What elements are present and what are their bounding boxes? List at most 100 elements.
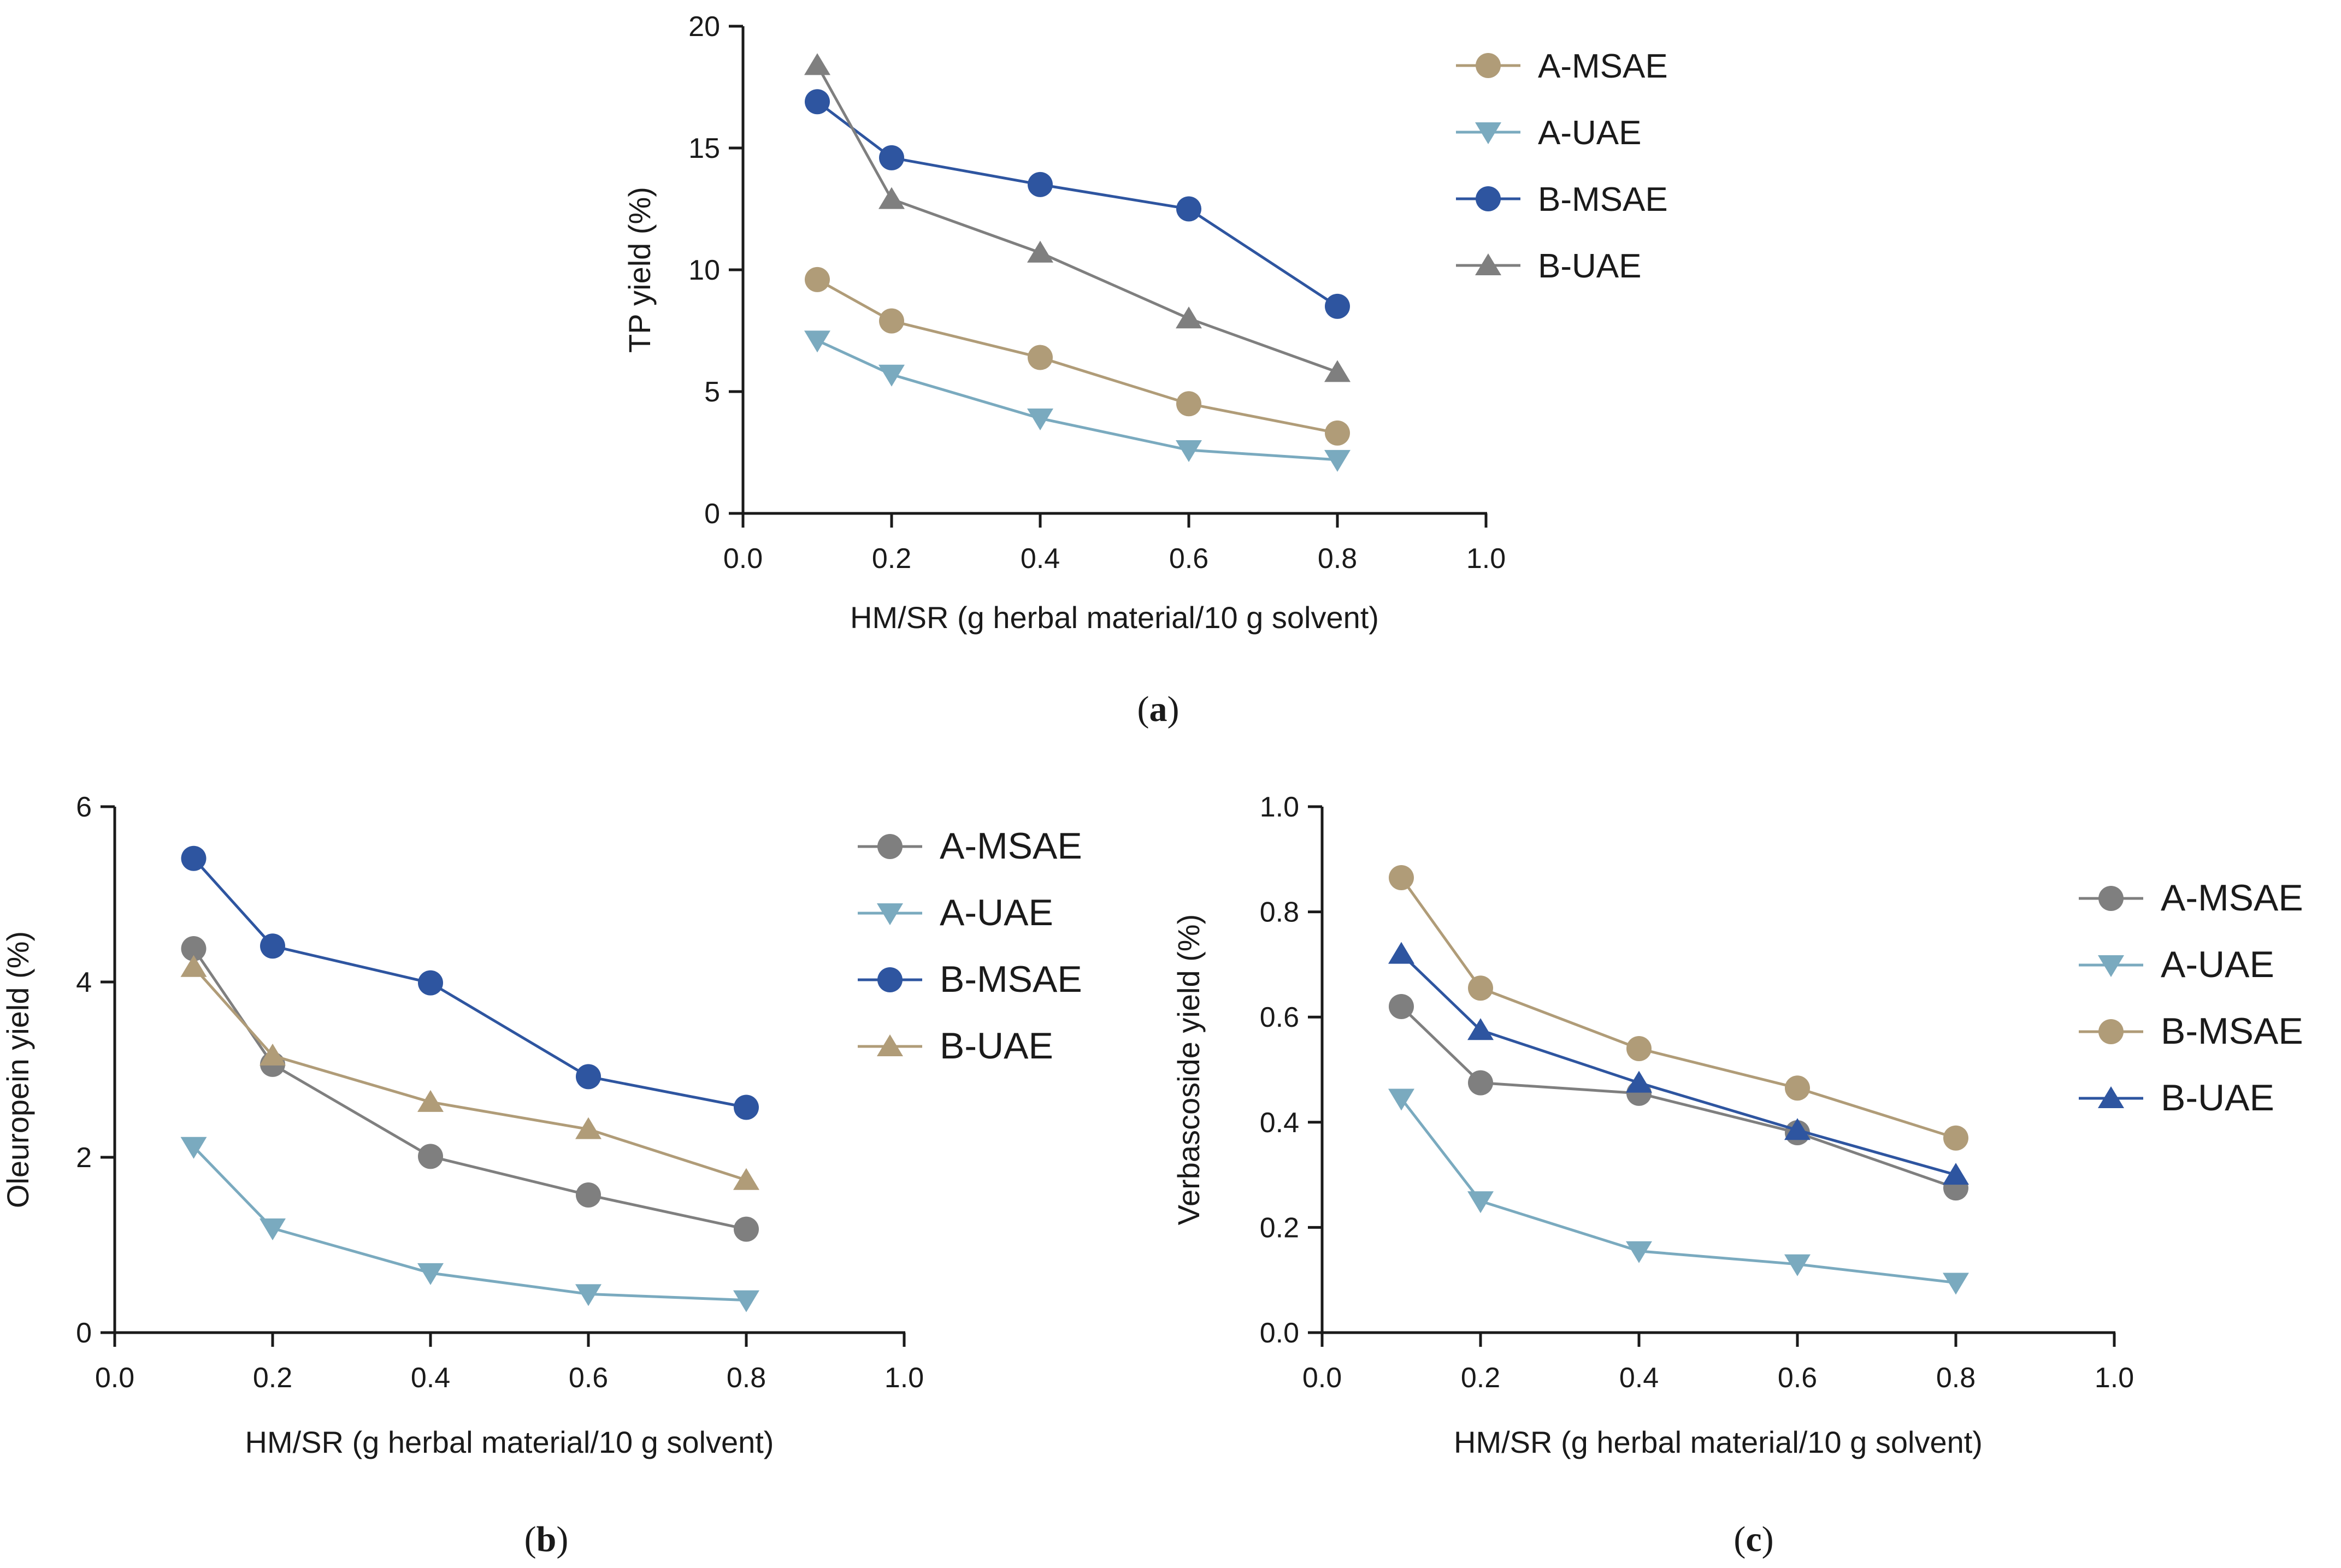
y-axis-label: TP yield (%)	[622, 187, 657, 353]
data-point-b-msae	[1785, 1075, 1810, 1101]
data-point-a-msae	[418, 1144, 443, 1169]
y-tick-label: 2	[76, 1142, 92, 1174]
x-tick-label: 0.6	[1778, 1362, 1817, 1394]
panel-a: 0.0 0.2 0.4 0.6 0.8 1.0 0 5 10 15 20 HM/SR (g herba…	[622, 11, 1668, 729]
series-line-a-uae	[816, 339, 1338, 461]
legend-marker-b-uae	[1475, 253, 1501, 275]
data-point-a-uae	[575, 1284, 602, 1306]
legend-label-a-uae: A-UAE	[1538, 114, 1641, 152]
data-point-b-uae	[804, 53, 830, 75]
y-tick-label: 5	[704, 376, 720, 408]
data-point-b-msae	[1176, 196, 1201, 222]
data-point-a-msae	[1468, 1070, 1493, 1096]
data-point-a-uae	[878, 364, 905, 387]
data-point-a-msae	[1389, 993, 1414, 1019]
data-point-b-uae	[260, 1043, 286, 1066]
data-point-b-uae	[1388, 942, 1414, 964]
legend-label-b-uae: B-UAE	[1538, 247, 1641, 285]
data-point-b-uae	[733, 1168, 759, 1190]
y-tick-label: 0.8	[1260, 897, 1299, 928]
data-point-b-uae	[575, 1117, 602, 1139]
y-tick-label: 1.0	[1260, 791, 1299, 823]
legend-marker-a-msae	[2098, 886, 2124, 911]
y-tick-label: 6	[76, 791, 92, 823]
y-axis-label: Oleuropein yield (%)	[1, 931, 35, 1208]
data-point-b-uae	[1626, 1070, 1652, 1093]
y-tick-label: 0.6	[1260, 1002, 1299, 1033]
legend: A-MSAE A-UAE B-MSAE B-UAE	[1456, 48, 1668, 285]
data-point-b-msae	[805, 89, 830, 115]
x-tick-label: 0.2	[872, 543, 911, 575]
legend-label-b-uae: B-UAE	[2161, 1077, 2274, 1119]
data-point-a-uae	[180, 1137, 207, 1159]
data-point-b-msae	[576, 1064, 601, 1090]
x-axis-label: HM/SR (g herbal material/10 g solvent)	[850, 600, 1379, 635]
legend-label-b-msae: B-MSAE	[1538, 181, 1668, 218]
legend: A-MSAE A-UAE B-MSAE B-UAE	[858, 825, 1082, 1067]
y-tick-label: 0.4	[1260, 1107, 1299, 1139]
data-point-a-uae	[1027, 409, 1053, 431]
panel-caption: (c)	[1733, 1519, 1773, 1559]
caption-open-paren: (	[1137, 689, 1149, 729]
legend: A-MSAE A-UAE B-MSAE B-UAE	[2079, 877, 2303, 1119]
series-line-a-uae	[1400, 1097, 1956, 1284]
x-tick-label: 0.2	[253, 1362, 292, 1394]
data-point-a-msae	[1325, 420, 1350, 446]
data-point-a-uae	[1324, 449, 1351, 472]
x-tick-label: 0.0	[1302, 1362, 1342, 1394]
caption-letter: c	[1746, 1519, 1761, 1559]
legend-marker-b-uae	[2098, 1086, 2124, 1108]
x-axis-label: HM/SR (g herbal material/10 g solvent)	[245, 1425, 774, 1459]
series-line-a-msae	[192, 948, 747, 1231]
panel-caption: (a)	[1137, 689, 1180, 729]
x-tick-label: 0.4	[1619, 1362, 1659, 1394]
caption-close-paren: )	[1167, 689, 1180, 729]
legend-marker-a-uae	[877, 903, 903, 925]
legend-marker-b-msae	[2098, 1019, 2124, 1044]
data-point-a-uae	[1176, 440, 1202, 463]
y-tick-label: 0	[76, 1317, 92, 1349]
x-tick-label: 0.6	[569, 1362, 608, 1394]
data-point-a-msae	[805, 267, 830, 292]
x-tick-label: 1.0	[1466, 543, 1506, 575]
data-point-b-msae	[1028, 171, 1053, 197]
y-axis-label: Verbascoside yield (%)	[1171, 914, 1206, 1226]
legend-label-a-uae: A-UAE	[940, 892, 1053, 933]
data-point-a-uae	[1467, 1191, 1494, 1214]
data-point-b-uae	[1467, 1018, 1494, 1040]
legend-marker-b-uae	[877, 1034, 903, 1056]
data-point-b-uae	[1027, 240, 1053, 263]
data-point-b-uae	[1943, 1163, 1969, 1185]
data-point-b-uae	[417, 1090, 444, 1112]
x-tick-label: 0.6	[1169, 543, 1208, 575]
caption-close-paren: )	[1762, 1519, 1774, 1559]
legend-marker-a-uae	[1475, 122, 1501, 144]
data-point-b-msae	[1468, 975, 1493, 1001]
data-point-b-msae	[1389, 865, 1414, 891]
caption-letter: a	[1149, 689, 1167, 729]
panel-b: 0.0 0.2 0.4 0.6 0.8 1.0 0 2 4 6 HM/SR (g herbal ma…	[1, 791, 1082, 1559]
x-tick-label: 1.0	[2095, 1362, 2134, 1394]
data-point-b-msae	[1626, 1036, 1652, 1061]
data-point-a-msae	[879, 308, 904, 334]
data-point-b-msae	[1325, 293, 1350, 319]
data-point-a-uae	[1784, 1254, 1811, 1276]
data-point-a-uae	[733, 1290, 759, 1312]
data-point-b-uae	[1324, 360, 1351, 382]
legend-label-b-uae: B-UAE	[940, 1025, 1053, 1067]
data-point-b-msae	[181, 845, 207, 871]
data-point-b-msae	[418, 970, 443, 996]
x-tick-label: 0.8	[727, 1362, 766, 1394]
data-point-a-msae	[1028, 345, 1053, 370]
x-axis-label: HM/SR (g herbal material/10 g solvent)	[1454, 1425, 1983, 1459]
legend-marker-a-uae	[2098, 955, 2124, 977]
data-point-a-uae	[1626, 1241, 1652, 1263]
legend-marker-a-msae	[877, 834, 903, 859]
caption-letter: b	[536, 1519, 557, 1559]
data-point-b-uae	[180, 955, 207, 977]
data-point-a-msae	[734, 1216, 759, 1242]
y-tick-label: 0	[704, 498, 720, 530]
legend-label-b-msae: B-MSAE	[2161, 1010, 2303, 1052]
x-tick-label: 0.0	[723, 543, 763, 575]
